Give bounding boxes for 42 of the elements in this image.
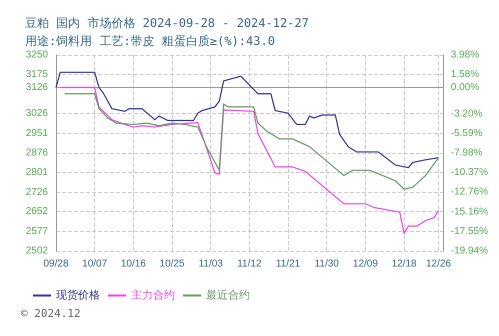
- line-series: [60, 86, 440, 234]
- y-tick-label: 2502: [26, 246, 48, 256]
- y-tick-label: 2801: [26, 167, 48, 178]
- y-tick-label: 2726: [26, 186, 48, 198]
- x-tick-label: 11/30: [314, 258, 340, 270]
- x-tick-label: 11/12: [237, 258, 262, 270]
- x-tick-label: 11/03: [198, 258, 224, 270]
- line-series: [55, 72, 440, 168]
- y2-tick-label: -17.55%: [450, 226, 488, 237]
- text: © 2024.12: [21, 307, 81, 320]
- line-series: [64, 93, 440, 190]
- legend-label: 最近合约: [206, 288, 250, 302]
- x-tick-label: 10/25: [160, 258, 185, 270]
- y2-tick-label: 1.58%: [450, 69, 480, 80]
- x-tick-label: 12/09: [352, 258, 378, 270]
- x-tick-label: 10/07: [82, 258, 108, 270]
- y2-tick-label: -3.20%: [450, 108, 483, 120]
- y2-tick-label: -10.37%: [450, 167, 488, 178]
- y2-tick-label: -19.94%: [450, 246, 488, 256]
- x-tick-label: 11/21: [276, 258, 301, 270]
- x-tick-label: 10/16: [120, 258, 146, 270]
- y-tick-label: 3026: [26, 108, 48, 120]
- legend-label: 主力合约: [131, 288, 175, 302]
- x-tick-label: 12/18: [392, 258, 418, 270]
- y-tick-label: 2652: [26, 206, 48, 218]
- y-tick-label: 2951: [26, 128, 48, 139]
- y2-tick-label: -5.59%: [450, 128, 483, 139]
- y-tick-label: 3175: [26, 69, 48, 80]
- chart-subtitle: 用途:饲料用 工艺:带皮 粗蛋白质≥(%):43.0: [25, 34, 275, 48]
- x-tick-label: 09/28: [43, 258, 69, 270]
- y-tick-label: 3126: [26, 82, 48, 93]
- y-tick-label: 3250: [26, 50, 48, 60]
- y2-tick-label: -7.98%: [450, 148, 483, 158]
- y2-tick-label: 3.98%: [450, 50, 480, 60]
- x-tick-label: 12/26: [426, 258, 452, 270]
- legend-label: 现货价格: [56, 290, 100, 302]
- y2-tick-label: 0.00%: [450, 82, 480, 94]
- y2-tick-label: -12.76%: [450, 186, 488, 198]
- y-tick-label: 2577: [26, 226, 48, 237]
- y-tick-label: 2876: [26, 148, 48, 158]
- chart-title: 豆粕 国内 市场价格 2024-09-28 - 2024-12-27: [25, 16, 309, 30]
- y2-tick-label: -15.16%: [450, 206, 488, 218]
